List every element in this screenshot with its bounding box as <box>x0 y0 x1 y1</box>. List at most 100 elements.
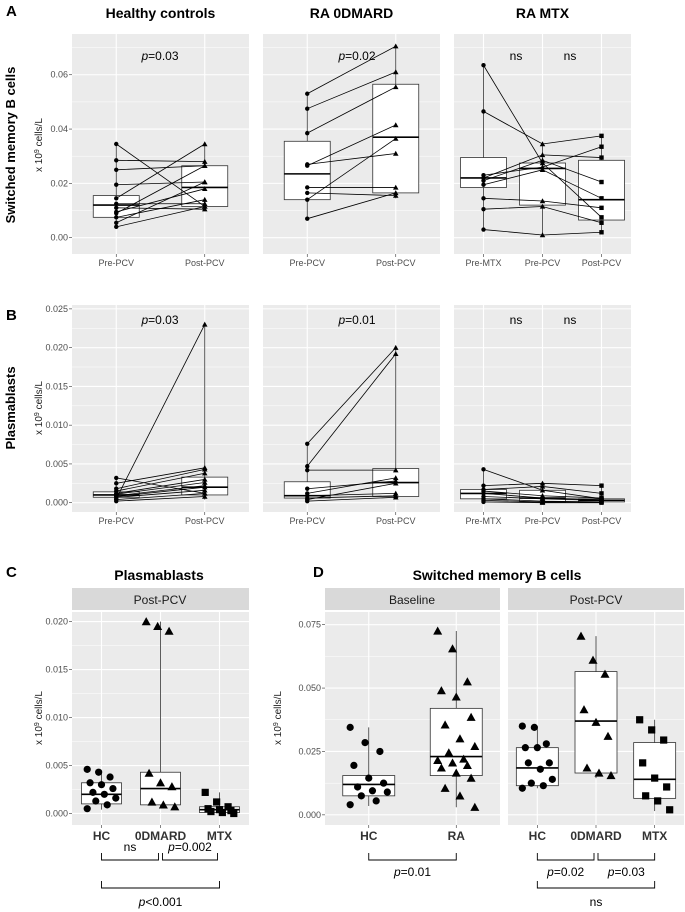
y-tick-label: 0.000 <box>45 808 68 818</box>
panel-D2 <box>508 612 684 828</box>
paired-line <box>116 472 205 492</box>
unit-exponent: 9 <box>273 722 280 726</box>
p-value: =0.03 <box>614 865 645 879</box>
paired-line <box>116 489 205 498</box>
unit-exponent: 9 <box>34 149 41 153</box>
point-dot <box>376 747 384 756</box>
p-value: =0.03 <box>148 49 179 63</box>
point-dot <box>539 782 547 790</box>
p-symbol: p <box>337 313 345 327</box>
x-tick-label: Post-PCV <box>582 516 622 526</box>
x-tick-label: MTX <box>642 829 667 843</box>
point-square <box>666 806 674 814</box>
point-triangle <box>579 705 589 714</box>
y-tick-label: 0.06 <box>50 70 68 80</box>
paired-line <box>116 482 205 495</box>
point-dot <box>481 467 486 472</box>
point-square <box>654 797 662 805</box>
point-triangle <box>141 617 151 626</box>
point-triangle <box>462 760 472 770</box>
point-triangle <box>202 476 208 482</box>
point-square <box>599 491 604 496</box>
point-square <box>599 179 604 185</box>
point-triangle <box>455 791 465 800</box>
point-square <box>651 774 659 782</box>
point-square <box>599 144 604 149</box>
annotation-ns-B3a: ns <box>510 313 523 327</box>
point-dot <box>305 486 310 491</box>
paired-line <box>116 206 205 228</box>
point-dot <box>368 787 377 795</box>
y-tick-label: 0.02 <box>50 178 68 188</box>
unit-text: cells/L <box>34 381 45 413</box>
panel-letter-B: B <box>6 307 17 324</box>
point-triangle <box>164 626 174 635</box>
point-square <box>648 726 656 734</box>
panel-title: RA 0DMARD <box>310 5 393 21</box>
point-triangle <box>202 203 208 209</box>
panel-letter-C: C <box>6 564 17 581</box>
box-iqr <box>578 159 625 221</box>
point-dot <box>305 190 310 196</box>
point-triangle <box>202 470 208 476</box>
point-triangle <box>539 232 546 238</box>
chart-layer: A 0.00 0.02 0.04 0.06 Pre-PCV Post-PCV Healthy … <box>3 3 684 909</box>
paired-line <box>116 496 205 502</box>
point-triangle <box>470 741 480 750</box>
point-square <box>230 809 238 818</box>
point-dot <box>114 158 119 163</box>
panel-background <box>72 34 249 254</box>
point-dot <box>103 801 111 809</box>
p-symbol: p <box>607 865 615 879</box>
point-dot <box>521 744 529 752</box>
y-tick-label: 0.015 <box>45 665 68 675</box>
y-tick-label: 0.020 <box>45 617 68 627</box>
y-tick-label: 0.00 <box>50 233 68 243</box>
paired-line <box>116 165 205 171</box>
point-triangle <box>451 768 461 777</box>
bracket-label: p<0.001 <box>138 895 183 909</box>
paired-line <box>116 165 205 214</box>
panel-letter-D: D <box>313 564 324 581</box>
point-dot <box>346 801 354 809</box>
paired-line <box>307 124 396 167</box>
point-dot <box>305 130 310 136</box>
point-triangle <box>466 712 476 721</box>
paired-line <box>116 479 205 494</box>
p-symbol: p <box>546 865 554 879</box>
point-dot <box>305 185 310 190</box>
point-dot <box>354 783 362 791</box>
y-tick-label: 0.025 <box>45 304 68 314</box>
point-triangle <box>576 631 586 640</box>
point-dot <box>305 464 310 469</box>
paired-line <box>307 192 396 197</box>
point-dot <box>524 759 532 767</box>
x-tick-label: Post-PCV <box>185 516 225 526</box>
paired-line <box>307 45 396 95</box>
point-triangle <box>153 621 163 630</box>
point-triangle <box>440 720 450 729</box>
annotation-ns-A3b: ns <box>564 49 577 63</box>
paired-line <box>307 71 396 110</box>
annotation-pvalue-A2: p=0.02 <box>337 49 375 63</box>
point-square <box>599 230 604 235</box>
paired-line <box>115 324 206 500</box>
point-dot <box>114 498 119 504</box>
strip-background <box>72 588 249 610</box>
point-dot <box>114 205 119 211</box>
point-triangle <box>144 768 154 777</box>
point-dot <box>481 182 486 187</box>
point-dot <box>357 792 365 800</box>
panel-title: Switched memory B cells <box>413 567 582 583</box>
point-dot <box>542 740 550 748</box>
point-triangle <box>455 734 465 743</box>
paired-line <box>307 492 396 497</box>
panel-A2 <box>263 34 440 257</box>
point-square <box>660 736 668 744</box>
unit-text: x 10 <box>34 416 45 435</box>
point-triangle <box>202 206 208 212</box>
point-triangle <box>156 778 165 787</box>
point-square <box>599 205 604 211</box>
point-triangle <box>158 800 168 809</box>
